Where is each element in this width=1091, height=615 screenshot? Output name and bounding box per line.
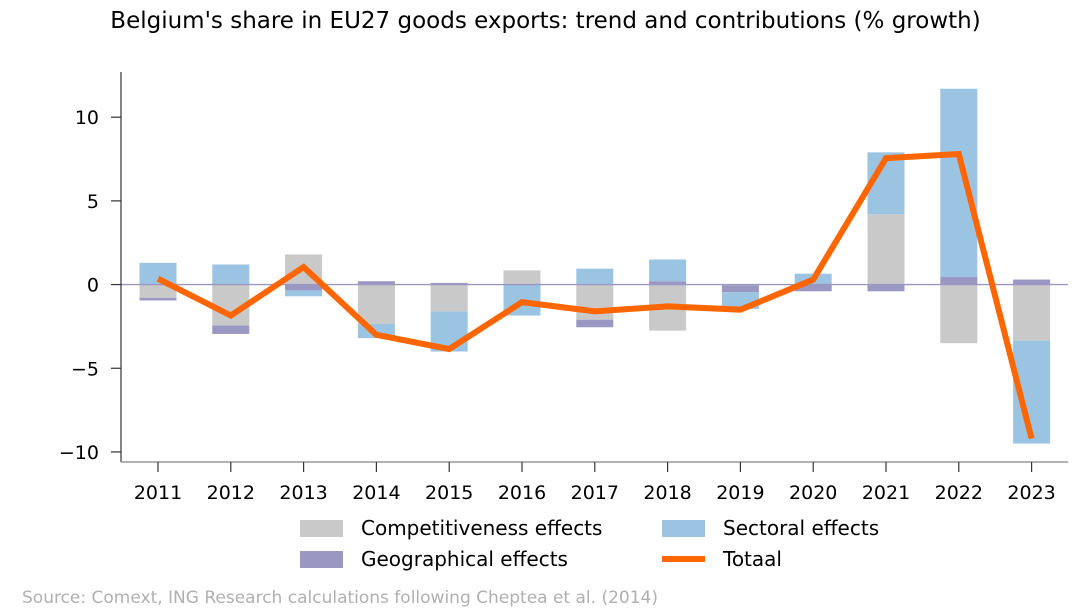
chart-title: Belgium's share in EU27 goods exports: t…	[110, 8, 981, 34]
y-ticks: −10 −5 0 5 10	[59, 107, 121, 464]
legend-label-competitiveness: Competitiveness effects	[361, 516, 603, 540]
bar-geographical-effects-2011	[139, 297, 177, 301]
y-tick-label: 0	[87, 275, 99, 297]
legend-swatch-totaal	[662, 556, 705, 562]
legend-label-sectoral: Sectoral effects	[723, 516, 880, 540]
x-tick-label: 2019	[716, 482, 764, 504]
legend-item-geographical: Geographical effects	[300, 547, 568, 571]
x-tick-label: 2020	[789, 482, 837, 504]
x-tick-label: 2021	[862, 482, 910, 504]
bars-layer	[139, 88, 1051, 444]
x-tick-label: 2023	[1007, 482, 1055, 504]
x-tick-label: 2011	[134, 482, 182, 504]
bar-competitiveness-effects-2017	[576, 284, 614, 320]
line-layer	[156, 150, 1035, 440]
bar-competitiveness-effects-2021	[867, 214, 905, 285]
bar-competitiveness-effects-2023	[1013, 284, 1051, 341]
y-tick-label: 5	[87, 191, 99, 213]
legend-label-geographical: Geographical effects	[361, 547, 568, 571]
x-tick-label: 2015	[425, 482, 473, 504]
x-tick-label: 2016	[498, 482, 546, 504]
bar-geographical-effects-2017	[576, 319, 614, 328]
legend-item-competitiveness: Competitiveness effects	[300, 516, 602, 540]
bar-geographical-effects-2012	[212, 325, 250, 334]
bar-geographical-effects-2013	[285, 284, 323, 291]
bar-competitiveness-effects-2014	[357, 284, 395, 324]
legend-swatch-competitiveness	[300, 519, 343, 537]
bar-sectoral-effects-2022	[940, 88, 978, 278]
x-tick-label: 2014	[352, 482, 400, 504]
bar-competitiveness-effects-2011	[139, 284, 177, 298]
bar-geographical-effects-2021	[867, 284, 905, 292]
bar-competitiveness-effects-2016	[503, 270, 541, 285]
bar-sectoral-effects-2017	[576, 268, 614, 285]
bar-sectoral-effects-2018	[649, 259, 687, 282]
x-tick-label: 2017	[571, 482, 619, 504]
y-tick-label: −10	[59, 442, 99, 464]
bar-geographical-effects-2014	[357, 281, 395, 285]
bar-competitiveness-effects-2015	[430, 284, 468, 312]
legend-item-totaal: Totaal	[662, 547, 782, 571]
legend: Competitiveness effects Sectoral effects…	[300, 516, 920, 576]
legend-swatch-sectoral	[662, 519, 705, 537]
bar-geographical-effects-2018	[649, 281, 687, 285]
bar-geographical-effects-2019	[721, 285, 759, 293]
bar-sectoral-effects-2012	[212, 264, 250, 285]
x-ticks: 2011 2012 2013 2014 2015 2016 2017 2018 2019 2020…	[134, 462, 1056, 504]
x-tick-label: 2022	[935, 482, 983, 504]
y-tick-label: 10	[75, 107, 99, 129]
x-tick-label: 2018	[643, 482, 691, 504]
bar-sectoral-effects-2013	[285, 290, 323, 297]
x-tick-label: 2013	[279, 482, 327, 504]
bar-competitiveness-effects-2022	[940, 284, 978, 344]
bar-geographical-effects-2015	[430, 282, 468, 285]
bar-geographical-effects-2023	[1013, 279, 1051, 285]
legend-item-sectoral: Sectoral effects	[662, 516, 879, 540]
bar-geographical-effects-2020	[794, 284, 832, 292]
legend-swatch-geographical	[300, 550, 343, 568]
bar-sectoral-effects-2011	[139, 262, 177, 285]
x-tick-label: 2012	[207, 482, 255, 504]
bar-geographical-effects-2022	[940, 277, 978, 285]
legend-label-totaal: Totaal	[723, 547, 782, 571]
y-tick-label: −5	[71, 358, 99, 380]
source-note: Source: Comext, ING Research calculation…	[22, 588, 658, 608]
